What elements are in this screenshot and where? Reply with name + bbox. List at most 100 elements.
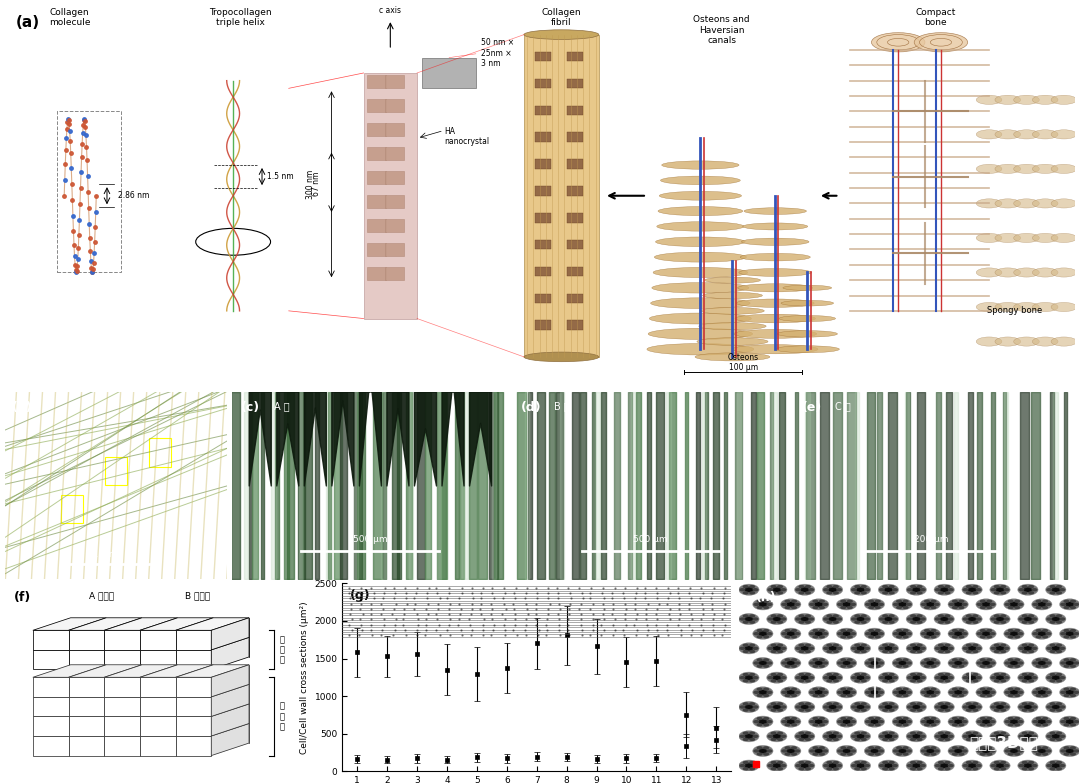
Circle shape	[912, 587, 921, 592]
Circle shape	[1017, 720, 1024, 723]
Polygon shape	[105, 618, 177, 630]
Circle shape	[989, 720, 996, 723]
Circle shape	[795, 734, 801, 738]
Circle shape	[854, 585, 861, 588]
Bar	[68, 736, 105, 756]
Circle shape	[1003, 588, 1010, 591]
Circle shape	[772, 646, 781, 651]
Circle shape	[1059, 617, 1065, 621]
Circle shape	[879, 647, 885, 650]
Circle shape	[1031, 764, 1038, 767]
Circle shape	[850, 731, 870, 742]
Circle shape	[948, 628, 969, 640]
Circle shape	[798, 731, 805, 735]
Circle shape	[1051, 130, 1077, 139]
Circle shape	[882, 591, 888, 594]
Circle shape	[743, 614, 748, 618]
Circle shape	[805, 702, 811, 705]
Circle shape	[962, 731, 983, 742]
Circle shape	[903, 694, 908, 697]
Circle shape	[744, 763, 754, 768]
Polygon shape	[212, 665, 249, 697]
Circle shape	[878, 584, 899, 595]
Circle shape	[961, 691, 968, 694]
Bar	[57, 111, 121, 272]
Circle shape	[995, 302, 1021, 312]
Circle shape	[875, 665, 881, 668]
Circle shape	[944, 709, 950, 712]
Circle shape	[828, 616, 837, 622]
Circle shape	[1042, 629, 1048, 633]
Circle shape	[861, 702, 867, 705]
Circle shape	[854, 731, 861, 735]
Circle shape	[822, 662, 828, 665]
Circle shape	[822, 632, 828, 635]
Circle shape	[854, 591, 861, 594]
Circle shape	[1070, 717, 1076, 720]
Circle shape	[842, 631, 851, 636]
Circle shape	[753, 687, 773, 698]
Circle shape	[1000, 679, 1007, 683]
Ellipse shape	[701, 308, 765, 314]
Ellipse shape	[657, 222, 744, 231]
Circle shape	[994, 650, 1000, 653]
Circle shape	[907, 734, 913, 738]
Bar	[535, 52, 551, 62]
Circle shape	[912, 763, 921, 768]
Circle shape	[851, 588, 858, 591]
Circle shape	[822, 613, 842, 625]
Bar	[32, 697, 68, 716]
Circle shape	[962, 617, 969, 621]
Circle shape	[1045, 749, 1051, 752]
Circle shape	[791, 717, 797, 720]
Circle shape	[924, 629, 930, 633]
Circle shape	[837, 720, 843, 723]
Circle shape	[875, 723, 881, 727]
Circle shape	[966, 585, 972, 588]
Bar	[567, 267, 583, 276]
Circle shape	[865, 720, 872, 723]
Circle shape	[1051, 302, 1077, 312]
Circle shape	[889, 591, 894, 594]
Circle shape	[1031, 734, 1038, 738]
Bar	[535, 106, 551, 115]
Circle shape	[764, 606, 769, 609]
Circle shape	[937, 614, 944, 618]
Text: 单
层
二: 单 层 二	[280, 702, 285, 731]
Circle shape	[784, 717, 791, 720]
Circle shape	[944, 731, 950, 735]
Circle shape	[934, 760, 955, 771]
Text: Compact
bone: Compact bone	[916, 8, 956, 27]
Circle shape	[972, 709, 978, 712]
Circle shape	[847, 717, 853, 720]
Circle shape	[903, 752, 908, 756]
Ellipse shape	[733, 330, 816, 338]
Circle shape	[994, 702, 1000, 705]
Circle shape	[934, 734, 941, 738]
Circle shape	[892, 628, 913, 640]
Text: 200 μm: 200 μm	[915, 535, 948, 544]
Circle shape	[1031, 647, 1038, 650]
Circle shape	[948, 691, 955, 694]
Circle shape	[1008, 659, 1014, 662]
Circle shape	[1008, 723, 1014, 727]
Circle shape	[948, 745, 969, 756]
Circle shape	[1051, 268, 1077, 277]
Circle shape	[764, 659, 769, 662]
Circle shape	[840, 694, 847, 697]
Circle shape	[986, 694, 993, 697]
Circle shape	[833, 738, 839, 741]
Circle shape	[1047, 647, 1052, 650]
Circle shape	[836, 716, 856, 727]
Circle shape	[743, 738, 748, 741]
Circle shape	[940, 587, 948, 592]
Circle shape	[1008, 687, 1014, 691]
Circle shape	[892, 734, 897, 738]
Text: Osteons
100 μm: Osteons 100 μm	[728, 353, 759, 372]
Circle shape	[808, 734, 814, 738]
Circle shape	[966, 673, 972, 677]
Circle shape	[1036, 723, 1042, 727]
Circle shape	[840, 629, 847, 633]
Circle shape	[805, 731, 811, 735]
Circle shape	[1061, 691, 1066, 694]
